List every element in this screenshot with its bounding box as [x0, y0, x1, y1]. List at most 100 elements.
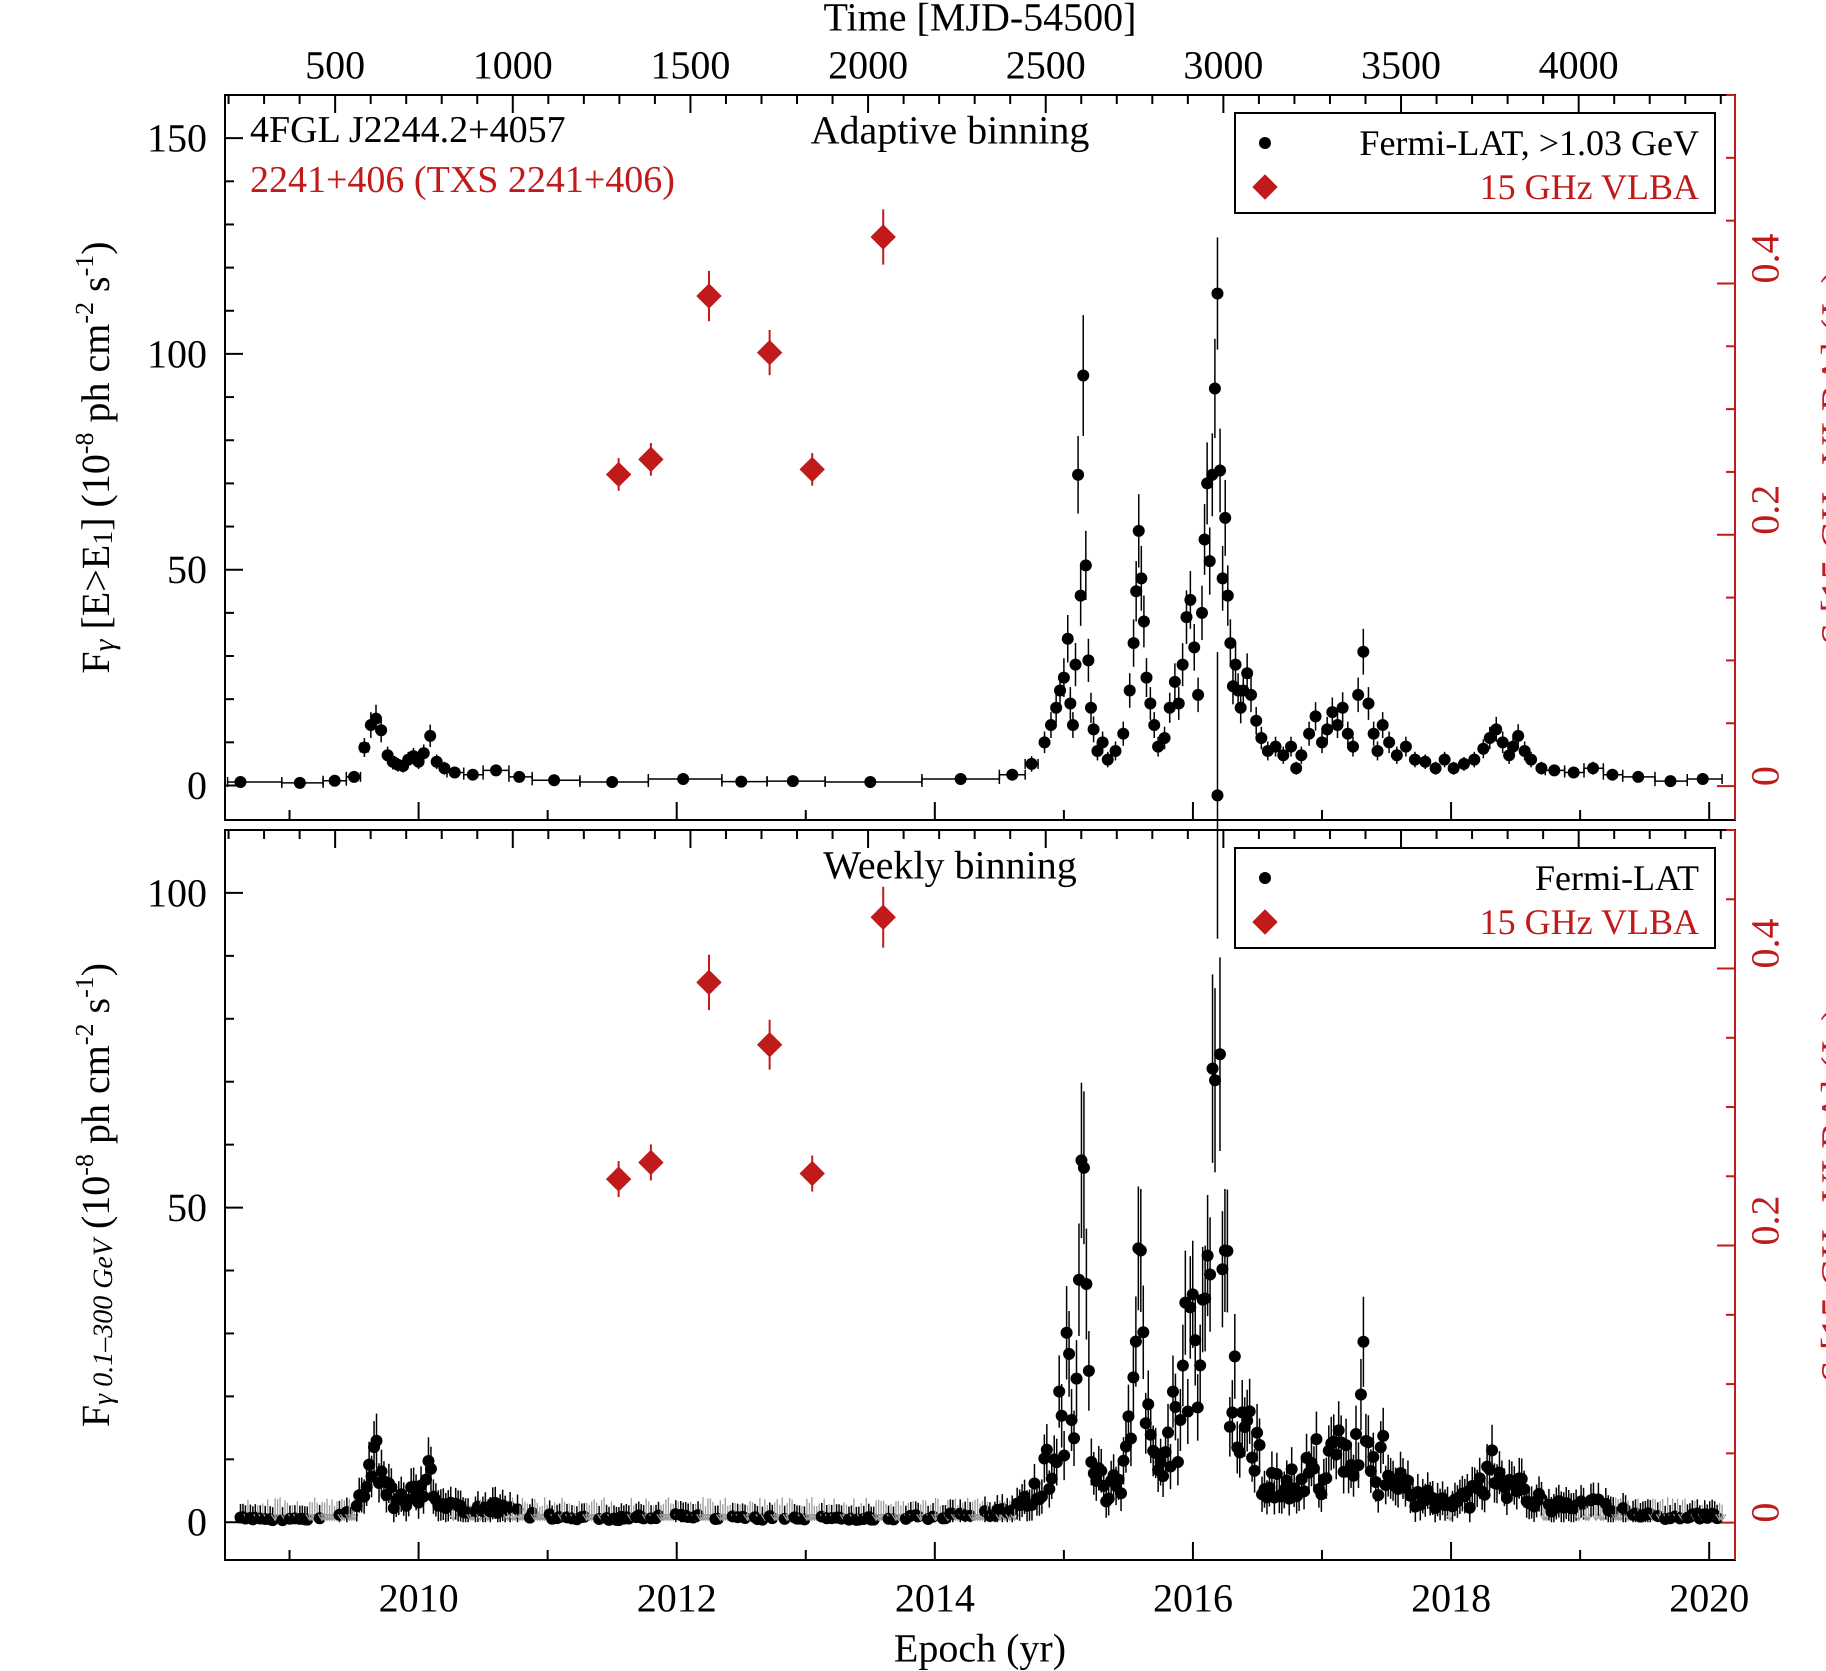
diamond-icon	[697, 284, 721, 308]
chart-svg: 0 50 100 150 0 0.2 0.4 Fγ [E>E1] (10-8 ph cm-2 …	[0, 0, 1826, 1671]
svg-text:Fγ [E>E1] (10-8 ph cm-2 s-1): Fγ [E>E1] (10-8 ph cm-2 s-1)	[70, 241, 120, 673]
fermi-point	[1490, 723, 1502, 735]
fermi-point	[1331, 719, 1343, 731]
fermi-point	[1026, 758, 1038, 770]
svg-text:2016: 2016	[1153, 1576, 1233, 1621]
fermi-point	[1196, 607, 1208, 619]
fermi-point	[606, 776, 618, 788]
svg-text:15 GHz VLBA: 15 GHz VLBA	[1480, 902, 1699, 942]
fermi-point	[1290, 762, 1302, 774]
svg-text:0: 0	[187, 1500, 207, 1545]
svg-text:100: 100	[147, 331, 207, 376]
fermi-point	[1245, 689, 1257, 701]
fermi-point	[1664, 775, 1676, 787]
svg-text:Fermi-LAT: Fermi-LAT	[1535, 858, 1699, 898]
fermi-week-point	[1127, 1371, 1139, 1383]
fermi-week-point	[1320, 1472, 1332, 1484]
fermi-point	[1224, 637, 1236, 649]
fermi-week-point	[1207, 1063, 1219, 1075]
fermi-point	[1477, 743, 1489, 755]
fermi-point	[1199, 533, 1211, 545]
fermi-week-point	[1162, 1427, 1174, 1439]
fermi-point	[864, 776, 876, 788]
svg-text:0.2: 0.2	[1743, 485, 1788, 535]
svg-text:0: 0	[1743, 766, 1788, 786]
fermi-point	[1085, 702, 1097, 714]
fermi-point	[1377, 719, 1389, 731]
fermi-week-point	[1118, 1455, 1130, 1467]
fermi-point	[1173, 697, 1185, 709]
fermi-week-point	[1224, 1421, 1236, 1433]
svg-text:Fγ 0.1–300 GeV (10-8 ph cm-2 s: Fγ 0.1–300 GeV (10-8 ph cm-2 s-1)	[70, 963, 119, 1427]
fermi-week-point	[1135, 1244, 1147, 1256]
x-axis-label-bottom: Epoch (yr)	[894, 1626, 1066, 1671]
fermi-point	[1352, 689, 1364, 701]
svg-text:1000: 1000	[473, 43, 553, 88]
panel-adaptive: 05010015000.20.4Fγ [E>E1] (10-8 ph cm-2 …	[70, 95, 1826, 820]
x-axis-label-top: Time [MJD-54500]	[824, 0, 1137, 40]
diamond-icon	[871, 225, 895, 249]
fermi-point	[1204, 555, 1216, 567]
fermi-week-point	[1310, 1433, 1322, 1445]
svg-text:S [15 GHz VLBA] (Jy): S [15 GHz VLBA] (Jy)	[1813, 270, 1826, 645]
diamond-icon	[607, 462, 631, 486]
fermi-point	[1468, 754, 1480, 766]
fermi-point	[1507, 741, 1519, 753]
fermi-week-point	[1516, 1473, 1528, 1485]
fermi-point	[1230, 659, 1242, 671]
svg-text:0.4: 0.4	[1743, 233, 1788, 283]
fermi-week-point	[1214, 1048, 1226, 1060]
fermi-point	[1458, 758, 1470, 770]
fermi-point	[1362, 697, 1374, 709]
fermi-point	[1140, 672, 1152, 684]
fermi-point	[375, 724, 387, 736]
fermi-week-point	[1221, 1245, 1233, 1257]
fermi-point	[1285, 741, 1297, 753]
svg-text:0.2: 0.2	[1743, 1196, 1788, 1246]
fermi-point	[1241, 667, 1253, 679]
svg-text:15 GHz VLBA: 15 GHz VLBA	[1480, 167, 1699, 207]
fermi-point	[1088, 723, 1100, 735]
fermi-point	[490, 764, 502, 776]
fermi-week-point	[1063, 1348, 1075, 1360]
svg-text:2020: 2020	[1669, 1576, 1749, 1621]
fermi-point	[513, 771, 525, 783]
svg-text:50: 50	[167, 547, 207, 592]
fermi-point	[1214, 464, 1226, 476]
fermi-point	[1064, 697, 1076, 709]
svg-text:3500: 3500	[1361, 43, 1441, 88]
fermi-point	[1419, 756, 1431, 768]
fermi-point	[1144, 697, 1156, 709]
fermi-point	[1006, 769, 1018, 781]
fermi-point	[1045, 719, 1057, 731]
fermi-point	[1097, 736, 1109, 748]
fermi-point	[1525, 754, 1537, 766]
fermi-point	[1337, 702, 1349, 714]
fermi-week-point	[1254, 1439, 1266, 1451]
fermi-week-point	[1061, 1327, 1073, 1339]
fermi-point	[1188, 641, 1200, 653]
annot-4fgl: 4FGL J2244.2+4057	[250, 109, 566, 151]
fermi-week-point	[1080, 1278, 1092, 1290]
fermi-point	[1135, 572, 1147, 584]
fermi-point	[1400, 741, 1412, 753]
svg-text:2018: 2018	[1411, 1576, 1491, 1621]
svg-text:Weekly binning: Weekly binning	[823, 843, 1076, 888]
fermi-point	[1606, 769, 1618, 781]
fermi-point	[1430, 762, 1442, 774]
fermi-week-point	[1041, 1444, 1053, 1456]
svg-text:150: 150	[147, 116, 207, 161]
fermi-point	[1177, 659, 1189, 671]
fermi-week-point	[1251, 1427, 1263, 1439]
fermi-point	[1082, 654, 1094, 666]
fermi-point	[1124, 685, 1136, 697]
svg-text:S [15 GHz VLBA] (Jy): S [15 GHz VLBA] (Jy)	[1813, 1008, 1826, 1383]
fermi-week-point	[1157, 1470, 1169, 1482]
fermi-point	[1222, 590, 1234, 602]
fermi-point	[1357, 646, 1369, 658]
fermi-point	[1497, 736, 1509, 748]
fermi-point	[1250, 715, 1262, 727]
fermi-week-point	[1352, 1459, 1364, 1471]
fermi-point	[449, 767, 461, 779]
fermi-point	[1169, 676, 1181, 688]
